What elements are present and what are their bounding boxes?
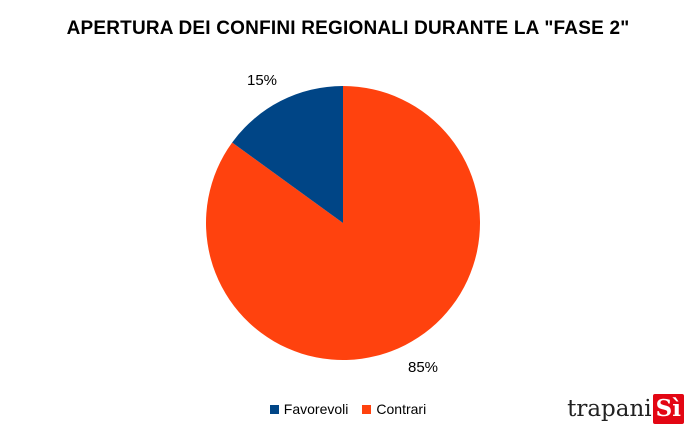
pie-slice-favorevoli [232, 86, 343, 223]
trapanisi-logo: trapani Sì [567, 394, 684, 424]
logo-text: trapani [567, 396, 652, 422]
legend-item-favorevoli: Favorevoli [269, 401, 349, 417]
legend-label-favorevoli: Favorevoli [283, 401, 349, 417]
data-label-contrari: 85% [408, 359, 438, 376]
chart-title: APERTURA DEI CONFINI REGIONALI DURANTE L… [66, 18, 630, 39]
legend-swatch-contrari [362, 404, 372, 414]
legend-swatch-favorevoli [269, 404, 279, 414]
legend-item-contrari: Contrari [362, 401, 426, 417]
data-label-favorevoli: 15% [247, 72, 277, 89]
legend: Favorevoli Contrari [0, 401, 696, 417]
legend-label-contrari: Contrari [376, 401, 427, 417]
pie-slice-contrari [205, 86, 480, 361]
logo-box: Sì [652, 394, 684, 424]
